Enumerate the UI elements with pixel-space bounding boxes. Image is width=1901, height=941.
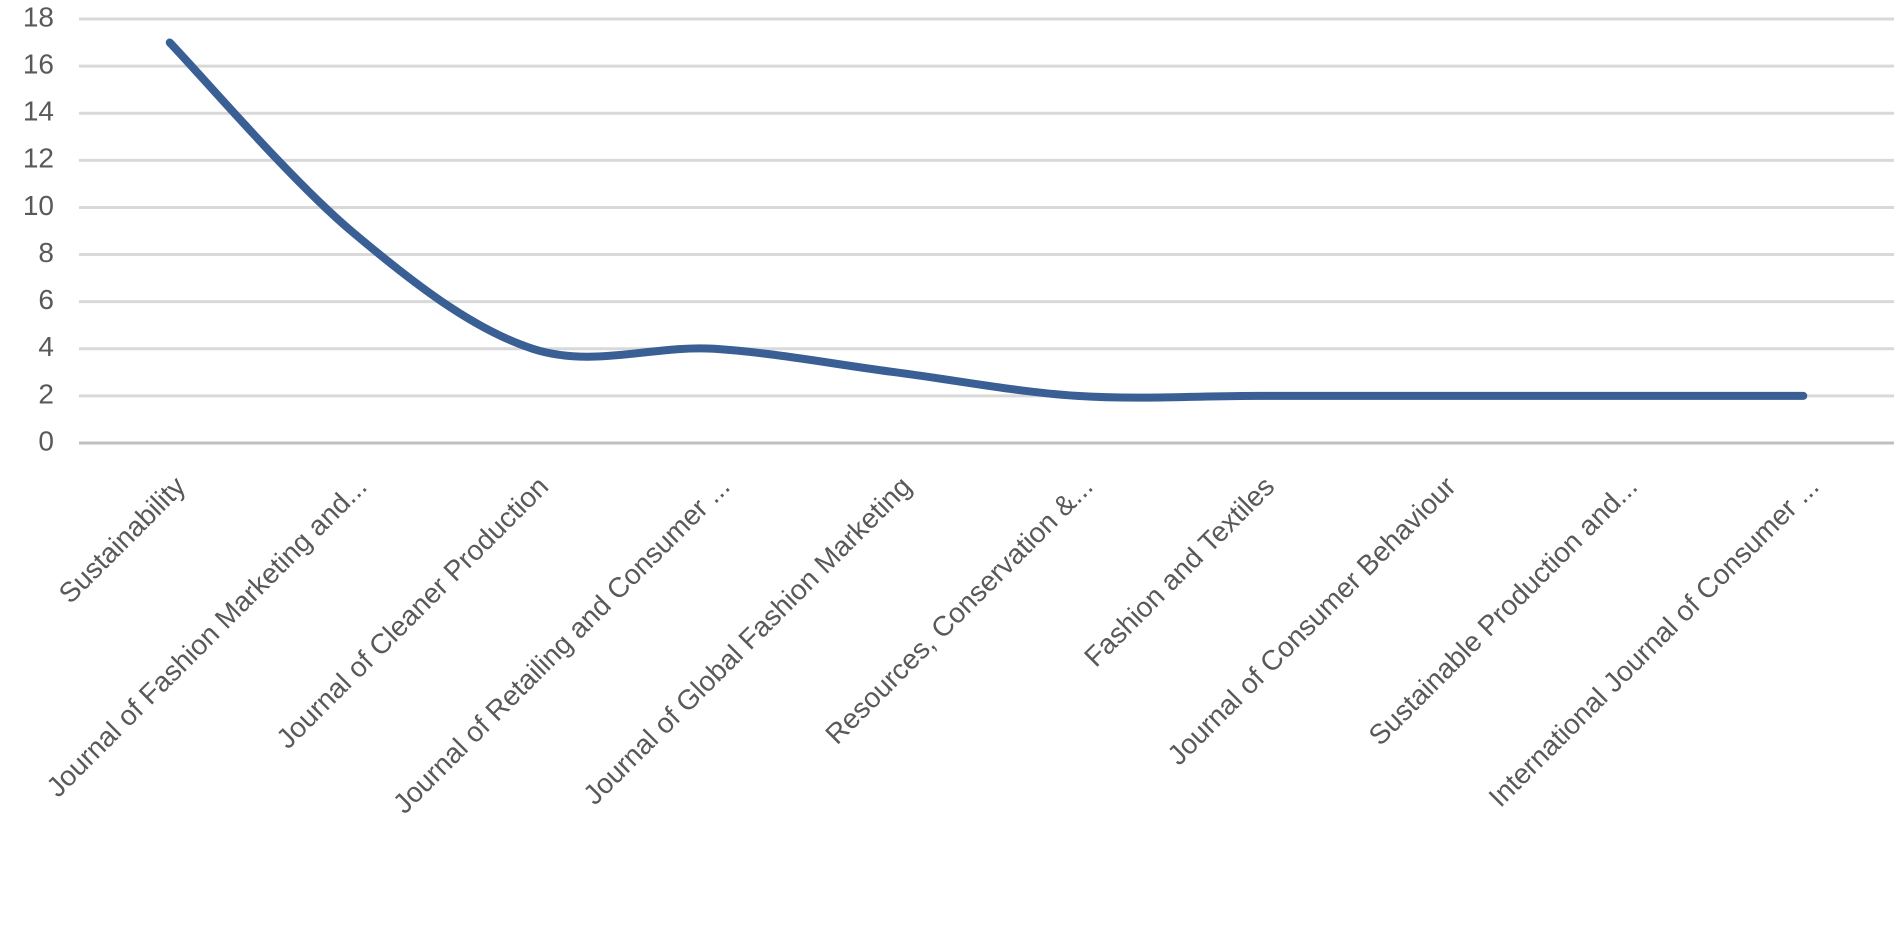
data-line xyxy=(165,38,1808,402)
x-tick-label: Journal of Consumer Behaviour xyxy=(1161,471,1461,771)
x-tick-label: Journal of Fashion Marketing and... xyxy=(40,471,372,803)
x-tick-label: International Journal of Consumer ... xyxy=(1483,471,1825,813)
x-tick-label: Sustainability xyxy=(53,471,192,610)
y-tick-label: 2 xyxy=(38,378,54,409)
y-tick-label: 16 xyxy=(23,49,54,80)
y-tick-label: 4 xyxy=(38,331,54,362)
y-tick-label: 0 xyxy=(38,425,54,456)
y-tick-label: 6 xyxy=(38,284,54,315)
y-tick-label: 14 xyxy=(23,96,54,127)
y-tick-label: 10 xyxy=(23,190,54,221)
y-tick-label: 8 xyxy=(38,237,54,268)
y-tick-label: 12 xyxy=(23,143,54,174)
x-tick-label: Journal of Global Fashion Marketing xyxy=(577,471,917,811)
x-tick-label: Fashion and Textiles xyxy=(1078,471,1280,673)
x-tick-label: Journal of Retailing and Consumer ... xyxy=(387,471,736,820)
y-tick-label: 18 xyxy=(23,1,54,32)
